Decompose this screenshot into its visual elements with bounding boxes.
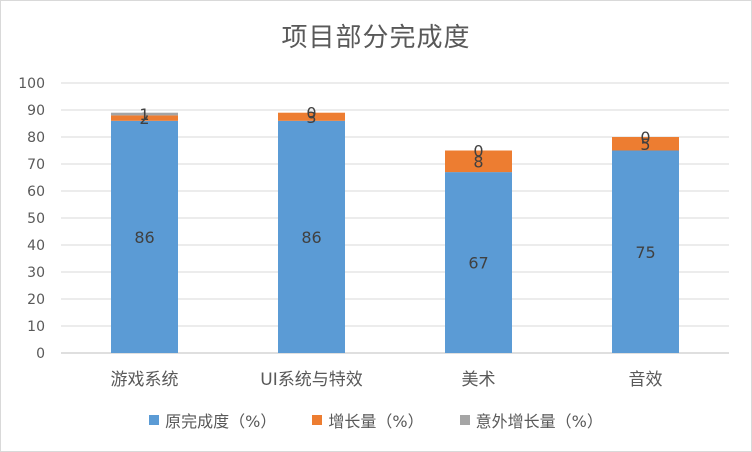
legend-label-original: 原完成度（%） bbox=[165, 412, 277, 431]
legend-swatch-original bbox=[149, 415, 160, 425]
data-label: 67 bbox=[468, 254, 488, 273]
legend-item-unexpected: 意外增长量（%） bbox=[459, 408, 603, 432]
y-tick-label: 80 bbox=[27, 130, 45, 146]
data-label: 2 bbox=[139, 109, 149, 128]
legend-label-growth: 增长量（%） bbox=[328, 412, 424, 431]
legend: 原完成度（%） 增长量（%） 意外增长量（%） bbox=[1, 407, 751, 433]
legend-item-original: 原完成度（%） bbox=[149, 408, 276, 432]
data-label: 1 bbox=[139, 105, 149, 124]
data-label: 0 bbox=[306, 104, 316, 123]
bar-segment bbox=[445, 172, 512, 353]
y-tick-label: 70 bbox=[27, 157, 45, 173]
data-label: 3 bbox=[306, 108, 316, 127]
y-tick-label: 60 bbox=[27, 184, 45, 200]
legend-item-growth: 增长量（%） bbox=[312, 408, 424, 432]
bar-segment bbox=[445, 150, 512, 173]
y-tick-label: 30 bbox=[27, 265, 45, 281]
data-label: 75 bbox=[635, 243, 655, 262]
y-tick-label: 90 bbox=[27, 103, 45, 119]
legend-swatch-unexpected bbox=[459, 415, 470, 425]
y-tick-label: 100 bbox=[18, 76, 45, 92]
bar-segment bbox=[278, 112, 345, 121]
x-tick-label: 游戏系统 bbox=[111, 370, 179, 390]
legend-label-unexpected: 意外增长量（%） bbox=[475, 412, 603, 431]
bar-segment bbox=[278, 120, 345, 353]
legend-swatch-growth bbox=[312, 415, 323, 425]
y-tick-label: 0 bbox=[36, 346, 45, 362]
data-label: 5 bbox=[640, 135, 650, 154]
y-tick-label: 40 bbox=[27, 238, 45, 254]
bar-segment bbox=[612, 137, 679, 151]
bar-segment bbox=[111, 115, 178, 121]
bar-segment bbox=[111, 120, 178, 353]
data-label: 86 bbox=[134, 228, 154, 247]
chart-title: 项目部分完成度 bbox=[281, 23, 471, 53]
x-tick-label: UI系统与特效 bbox=[260, 370, 362, 390]
y-tick-label: 50 bbox=[27, 211, 45, 227]
data-label: 8 bbox=[473, 152, 483, 171]
data-label: 0 bbox=[640, 128, 650, 147]
data-label: 86 bbox=[301, 228, 321, 247]
bar-segment bbox=[111, 112, 178, 116]
bar-segment bbox=[612, 150, 679, 353]
x-tick-label: 音效 bbox=[629, 370, 663, 390]
y-tick-label: 20 bbox=[27, 292, 45, 308]
y-tick-label: 10 bbox=[27, 319, 45, 335]
data-label: 0 bbox=[473, 142, 483, 161]
x-tick-label: 美术 bbox=[462, 370, 496, 390]
